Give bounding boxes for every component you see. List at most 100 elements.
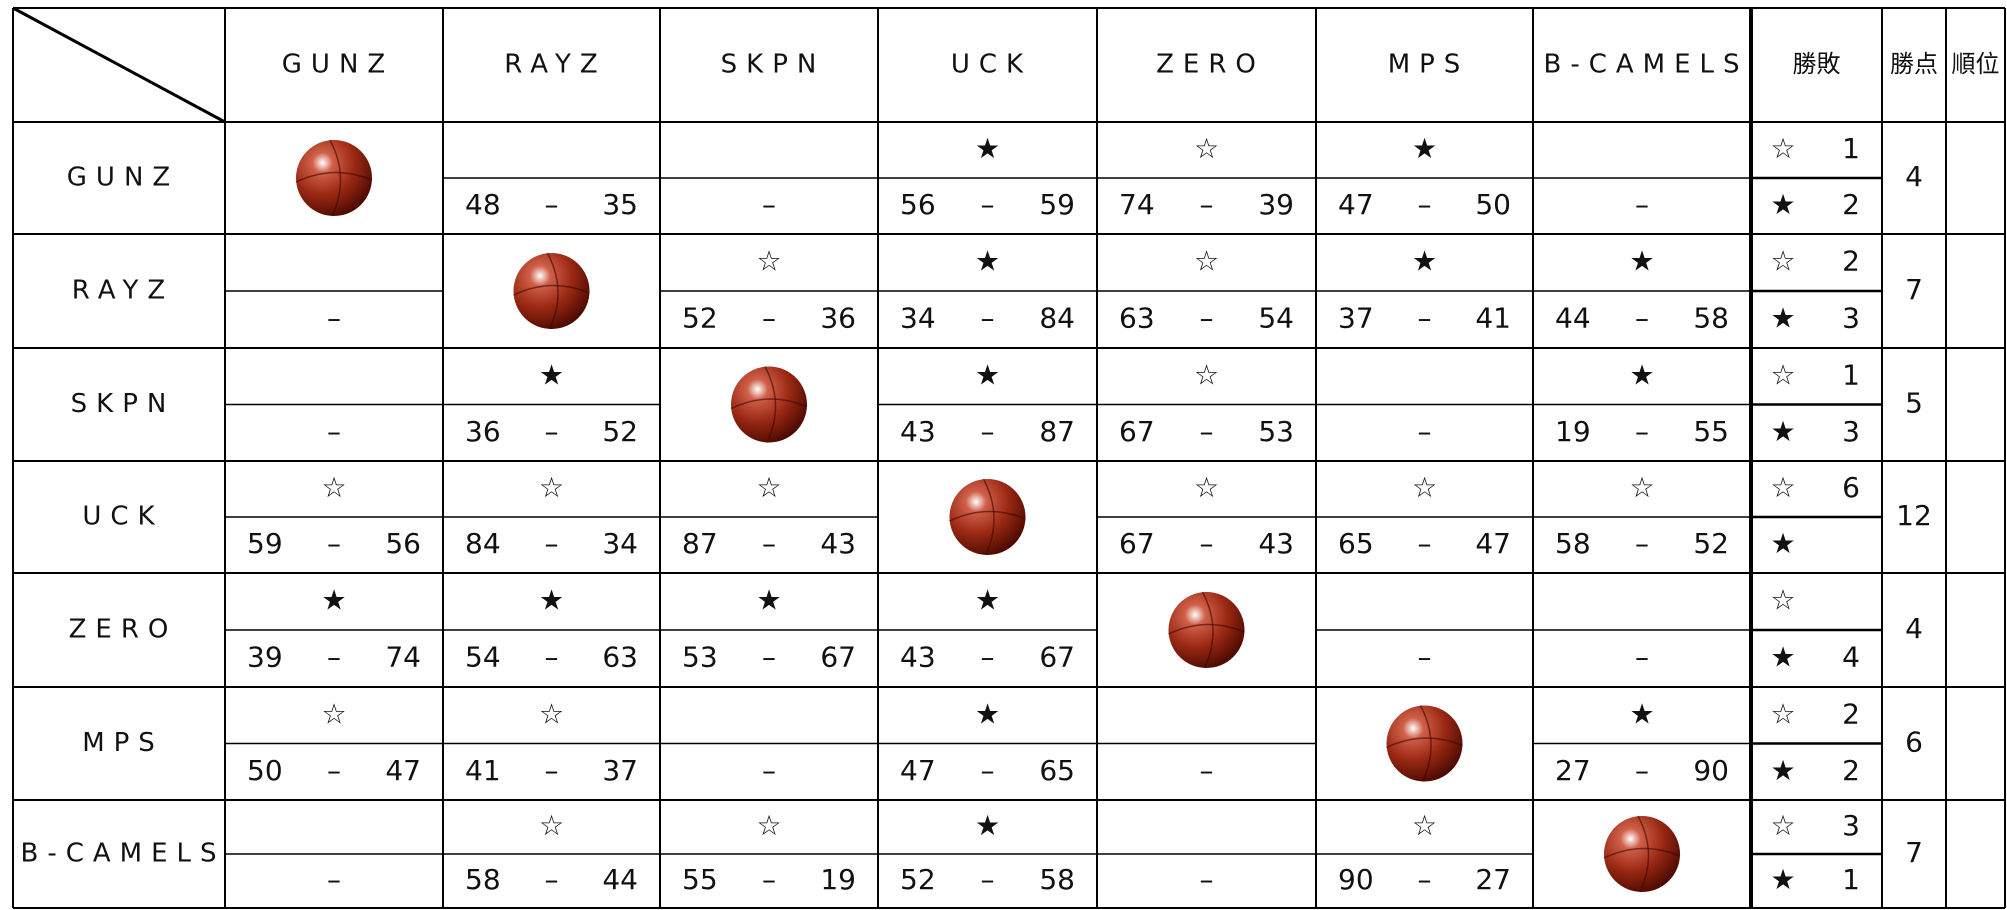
score-for: 67 <box>1119 415 1155 448</box>
score-dash: – <box>762 527 776 560</box>
score-dash: – <box>327 754 341 787</box>
score-against: 34 <box>602 527 638 560</box>
score-dash: – <box>1635 754 1649 787</box>
score-against: 41 <box>1475 302 1511 335</box>
score-for: 74 <box>1119 188 1155 221</box>
points: 7 <box>1905 836 1923 869</box>
score-for: 58 <box>1555 527 1591 560</box>
score-for: 43 <box>900 415 936 448</box>
score-dash: – <box>1200 754 1214 787</box>
ball-icon <box>1604 816 1680 892</box>
result-mark: ☆ <box>539 809 564 842</box>
result-mark: ★ <box>975 358 1000 391</box>
loss-mark: ★ <box>1770 415 1795 448</box>
result-mark: ★ <box>1412 132 1437 165</box>
score-dash: – <box>1635 415 1649 448</box>
score-against: 55 <box>1693 415 1729 448</box>
column-team: GUNZ <box>282 50 394 80</box>
loss-mark: ★ <box>1770 527 1795 560</box>
result-mark: ★ <box>1629 358 1654 391</box>
ball-seam <box>1419 705 1432 782</box>
score-against: 37 <box>602 754 638 787</box>
ball-seam <box>949 510 1026 522</box>
score-dash: – <box>545 754 559 787</box>
score-for: 37 <box>1338 302 1374 335</box>
row-team: MPS <box>82 728 164 758</box>
win-mark: ☆ <box>1770 584 1795 617</box>
row-team: ZERO <box>69 615 178 645</box>
score-dash: – <box>1635 188 1649 221</box>
score-dash: – <box>327 415 341 448</box>
score-dash: – <box>981 302 995 335</box>
score-dash: – <box>1418 527 1432 560</box>
row-team: UCK <box>82 502 163 532</box>
score-against: 53 <box>1258 415 1294 448</box>
score-against: 56 <box>385 527 421 560</box>
result-mark: ★ <box>975 809 1000 842</box>
wins: 6 <box>1842 471 1860 504</box>
score-dash: – <box>1418 863 1432 896</box>
score-for: 19 <box>1555 415 1591 448</box>
losses: 4 <box>1842 641 1860 674</box>
result-mark: ☆ <box>756 245 781 278</box>
column-team: MPS <box>1388 50 1470 80</box>
score-dash: – <box>1200 415 1214 448</box>
score-dash: – <box>762 754 776 787</box>
result-mark: ★ <box>539 584 564 617</box>
ball-seam <box>1637 815 1650 893</box>
result-mark: ☆ <box>539 471 564 504</box>
score-dash: – <box>327 641 341 674</box>
score-for: 52 <box>900 863 936 896</box>
wins: 1 <box>1842 358 1860 391</box>
column-team: ZERO <box>1156 50 1265 80</box>
column-team: SKPN <box>721 50 826 80</box>
score-dash: – <box>1635 527 1649 560</box>
win-mark: ☆ <box>1770 471 1795 504</box>
result-mark: ★ <box>1629 245 1654 278</box>
result-mark: ★ <box>1412 245 1437 278</box>
points: 4 <box>1905 612 1923 645</box>
score-for: 65 <box>1338 527 1374 560</box>
win-mark: ☆ <box>1770 245 1795 278</box>
score-for: 54 <box>465 641 501 674</box>
score-against: 74 <box>385 641 421 674</box>
column-team: UCK <box>951 50 1032 80</box>
score-for: 63 <box>1119 302 1155 335</box>
score-dash: – <box>327 527 341 560</box>
score-dash: – <box>327 863 341 896</box>
ball-seam <box>1168 623 1245 635</box>
loss-mark: ★ <box>1770 302 1795 335</box>
result-mark: ☆ <box>1629 471 1654 504</box>
result-mark: ☆ <box>1412 809 1437 842</box>
score-against: 47 <box>1475 527 1511 560</box>
ball-seam <box>1201 591 1214 669</box>
points: 6 <box>1905 726 1923 759</box>
score-against: 43 <box>820 527 856 560</box>
score-dash: – <box>545 641 559 674</box>
result-mark: ★ <box>321 584 346 617</box>
score-for: 56 <box>900 188 936 221</box>
score-for: 53 <box>682 641 718 674</box>
loss-mark: ★ <box>1770 754 1795 787</box>
score-for: 34 <box>900 302 936 335</box>
score-against: 67 <box>1039 641 1075 674</box>
score-for: 52 <box>682 302 718 335</box>
column-team: B-CAMELS <box>1543 50 1748 80</box>
score-against: 47 <box>385 754 421 787</box>
losses: 2 <box>1842 188 1860 221</box>
score-dash: – <box>981 188 995 221</box>
points: 4 <box>1905 160 1923 193</box>
score-against: 84 <box>1039 302 1075 335</box>
score-dash: – <box>981 754 995 787</box>
win-mark: ☆ <box>1770 697 1795 730</box>
score-against: 44 <box>602 863 638 896</box>
ball-seam <box>329 139 342 217</box>
score-dash: – <box>1635 302 1649 335</box>
score-dash: – <box>762 188 776 221</box>
result-mark: ★ <box>975 132 1000 165</box>
losses: 1 <box>1842 863 1860 896</box>
score-dash: – <box>981 863 995 896</box>
score-for: 59 <box>247 527 283 560</box>
win-mark: ☆ <box>1770 132 1795 165</box>
